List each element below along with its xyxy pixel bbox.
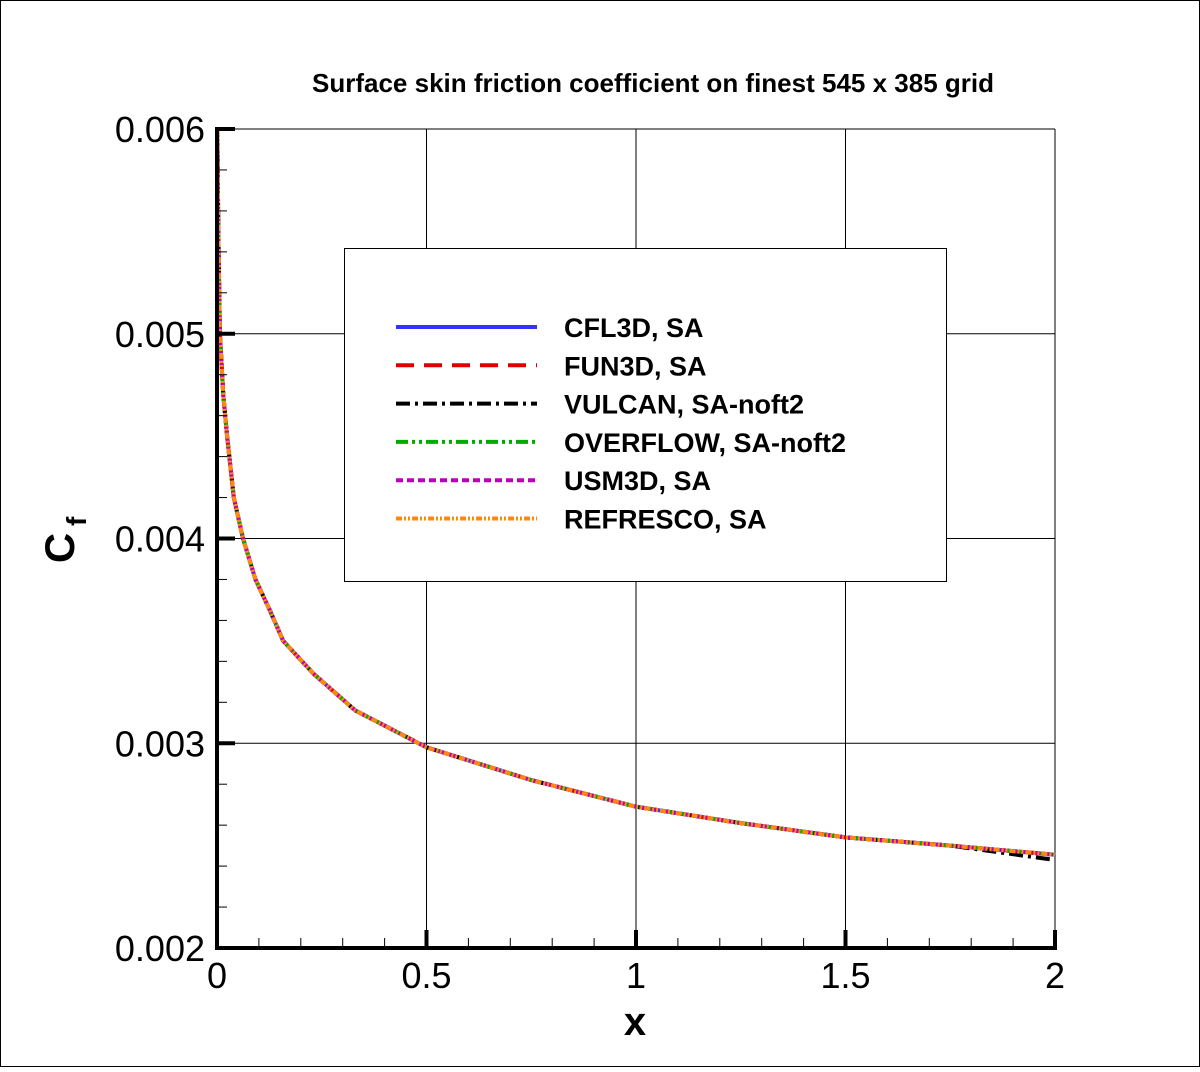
y-tick-label: 0.005 [115,314,205,355]
x-tick-label: 1.5 [820,955,870,996]
legend-label-5: REFRESCO, SA [564,505,767,535]
x-tick-label: 0.5 [401,955,451,996]
x-axis-label: x [624,1000,646,1044]
x-tick-label: 0 [207,955,227,996]
legend-label-0: CFL3D, SA [564,313,704,343]
legend-label-4: USM3D, SA [564,466,711,496]
y-tick-label: 0.002 [115,928,205,969]
legend: CFL3D, SA FUN3D, SA VULCAN, SA-noft2 OVERFL… [344,248,947,582]
axes: 0 0.5 1 1.5 2 0.002 0.003 0.004 0.005 0.006 [115,109,1065,996]
chart-title: Surface skin friction coefficient on fin… [312,68,994,98]
legend-label-1: FUN3D, SA [564,351,707,381]
y-tick-label: 0.006 [115,109,205,150]
legend-label-2: VULCAN, SA-noft2 [564,390,804,420]
y-axis-label-sub: f [61,516,92,526]
x-tick-label: 2 [1045,955,1065,996]
y-axis-label-main: C [36,533,83,563]
x-tick-label: 1 [626,955,646,996]
series-group [215,128,1056,862]
series-line-5 [215,128,1056,857]
y-axis-label: C f [36,516,92,563]
y-tick-label: 0.004 [115,519,205,560]
legend-box [344,248,947,582]
y-tick-label: 0.003 [115,723,205,764]
legend-label-3: OVERFLOW, SA-noft2 [564,428,846,458]
